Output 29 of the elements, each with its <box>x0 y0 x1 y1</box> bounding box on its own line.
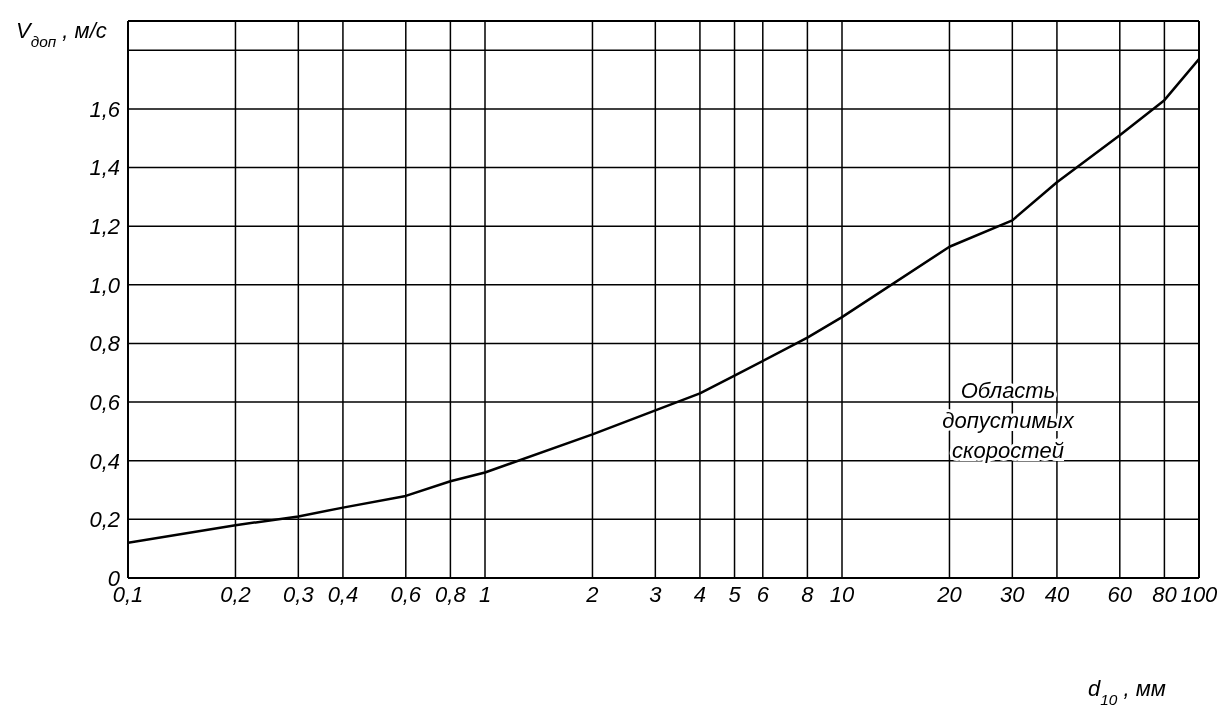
y-tick-label: 0,8 <box>89 331 121 357</box>
x-tick-label: 60 <box>1107 581 1133 607</box>
x-tick-label: 0,6 <box>390 581 422 607</box>
y-tick-label: 0,4 <box>89 448 120 474</box>
y-tick-label: 0,6 <box>89 389 121 415</box>
y-tick-label: 1,2 <box>89 214 120 240</box>
x-tick-label: 30 <box>1000 581 1026 607</box>
x-tick-label: 5 <box>728 581 742 607</box>
y-tick-label: 1,0 <box>89 272 121 298</box>
x-tick-label: 0,8 <box>435 581 467 607</box>
y-axis-title: V$_{доп}$, м/с <box>16 18 107 50</box>
y-tick-label: 1,4 <box>89 155 120 181</box>
x-tick-label: 0,2 <box>220 581 251 607</box>
x-tick-label: 0,3 <box>283 581 315 607</box>
x-tick-label: 6 <box>756 581 770 607</box>
x-tick-label: 8 <box>801 581 815 607</box>
y-tick-label: 1,6 <box>89 96 121 122</box>
x-tick-label: 100 <box>1180 581 1219 607</box>
x-tick-label: 40 <box>1044 581 1070 607</box>
x-tick-label: 0,4 <box>327 581 359 607</box>
x-tick-label: 3 <box>649 581 663 607</box>
x-tick-label: 20 <box>936 581 963 607</box>
x-tick-label: 4 <box>693 581 707 607</box>
x-tick-label: 80 <box>1152 581 1178 607</box>
x-tick-label: 10 <box>829 581 855 607</box>
y-tick-label: 0,2 <box>89 507 120 533</box>
x-tick-label: 2 <box>585 581 599 607</box>
x-axis-title: d$_{10}$, мм <box>1088 676 1166 708</box>
x-tick-label: 1 <box>478 581 492 607</box>
